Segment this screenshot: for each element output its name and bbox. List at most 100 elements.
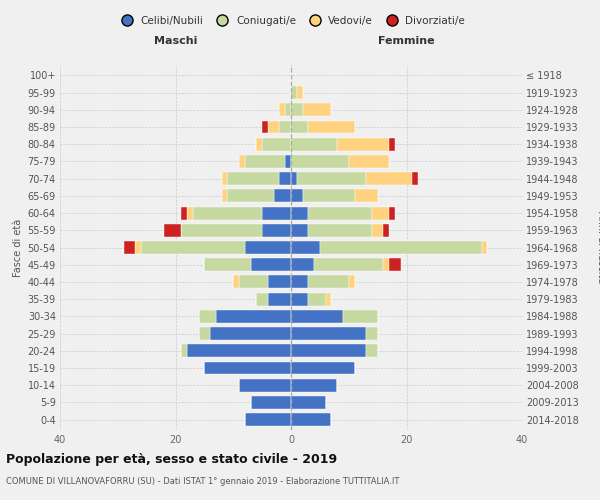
Bar <box>262 138 291 150</box>
Bar <box>187 344 291 358</box>
Bar <box>245 155 285 168</box>
Bar <box>320 241 482 254</box>
Bar <box>262 120 268 134</box>
Bar <box>291 138 337 150</box>
Bar <box>291 362 355 374</box>
Bar <box>256 292 268 306</box>
Bar <box>239 379 291 392</box>
Bar <box>251 396 291 409</box>
Bar <box>297 86 302 99</box>
Bar <box>124 241 135 254</box>
Bar <box>256 138 262 150</box>
Bar <box>239 155 245 168</box>
Bar <box>251 258 291 271</box>
Bar <box>291 190 302 202</box>
Bar <box>349 276 355 288</box>
Bar <box>337 138 389 150</box>
Bar <box>326 292 331 306</box>
Bar <box>389 258 401 271</box>
Bar <box>308 292 326 306</box>
Bar <box>291 120 308 134</box>
Bar <box>268 120 280 134</box>
Text: Femmine: Femmine <box>378 36 435 46</box>
Bar <box>205 362 291 374</box>
Bar <box>389 138 395 150</box>
Bar <box>291 276 308 288</box>
Y-axis label: Anni di nascita: Anni di nascita <box>596 212 600 284</box>
Y-axis label: Fasce di età: Fasce di età <box>13 218 23 276</box>
Bar <box>366 327 377 340</box>
Bar <box>291 344 366 358</box>
Bar <box>245 241 291 254</box>
Bar <box>314 258 383 271</box>
Bar <box>291 327 366 340</box>
Bar <box>383 258 389 271</box>
Bar <box>291 104 302 116</box>
Bar <box>372 206 389 220</box>
Bar <box>280 104 285 116</box>
Bar <box>164 224 181 236</box>
Bar <box>291 155 349 168</box>
Bar <box>199 310 216 323</box>
Bar <box>291 224 308 236</box>
Bar <box>262 224 291 236</box>
Bar <box>222 172 227 185</box>
Bar <box>239 276 268 288</box>
Bar <box>210 327 291 340</box>
Bar <box>262 206 291 220</box>
Bar <box>291 292 308 306</box>
Bar <box>366 172 412 185</box>
Bar <box>268 276 291 288</box>
Bar <box>222 190 227 202</box>
Bar <box>205 258 251 271</box>
Bar <box>343 310 377 323</box>
Bar <box>412 172 418 185</box>
Bar <box>233 276 239 288</box>
Bar <box>285 104 291 116</box>
Bar <box>482 241 487 254</box>
Bar <box>291 206 308 220</box>
Bar <box>355 190 377 202</box>
Bar <box>291 172 297 185</box>
Bar <box>268 292 291 306</box>
Bar <box>135 241 141 254</box>
Bar <box>291 396 326 409</box>
Bar <box>285 155 291 168</box>
Bar <box>302 104 331 116</box>
Bar <box>291 241 320 254</box>
Bar <box>216 310 291 323</box>
Bar <box>302 190 355 202</box>
Bar <box>291 310 343 323</box>
Bar <box>383 224 389 236</box>
Bar <box>199 327 210 340</box>
Bar <box>280 172 291 185</box>
Bar <box>141 241 245 254</box>
Text: Maschi: Maschi <box>154 36 197 46</box>
Bar <box>291 379 337 392</box>
Bar <box>187 206 193 220</box>
Text: COMUNE DI VILLANOVAFORRU (SU) - Dati ISTAT 1° gennaio 2019 - Elaborazione TUTTIT: COMUNE DI VILLANOVAFORRU (SU) - Dati IST… <box>6 478 400 486</box>
Bar <box>291 258 314 271</box>
Bar <box>308 206 372 220</box>
Bar <box>291 86 297 99</box>
Bar <box>181 224 262 236</box>
Bar <box>274 190 291 202</box>
Bar <box>227 190 274 202</box>
Bar <box>308 120 355 134</box>
Bar <box>181 344 187 358</box>
Text: Popolazione per età, sesso e stato civile - 2019: Popolazione per età, sesso e stato civil… <box>6 452 337 466</box>
Legend: Celibi/Nubili, Coniugati/e, Vedovi/e, Divorziati/e: Celibi/Nubili, Coniugati/e, Vedovi/e, Di… <box>113 12 469 30</box>
Bar <box>193 206 262 220</box>
Bar <box>389 206 395 220</box>
Bar <box>181 206 187 220</box>
Bar <box>297 172 366 185</box>
Bar <box>308 276 349 288</box>
Bar <box>280 120 291 134</box>
Bar <box>349 155 389 168</box>
Bar <box>366 344 377 358</box>
Bar <box>308 224 372 236</box>
Bar <box>227 172 280 185</box>
Bar <box>372 224 383 236</box>
Bar <box>245 413 291 426</box>
Bar <box>291 413 331 426</box>
